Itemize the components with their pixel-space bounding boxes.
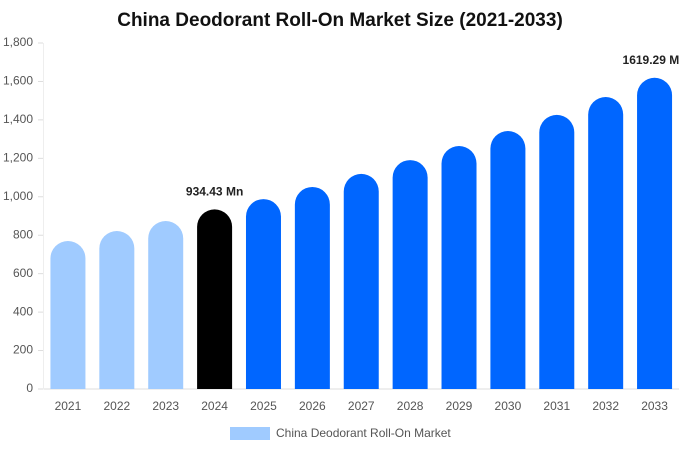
x-tick-label: 2027 xyxy=(348,399,375,413)
bar xyxy=(343,173,379,389)
x-tick-label: 2033 xyxy=(641,399,668,413)
value-label: 1619.29 Mn xyxy=(623,53,680,67)
x-tick-label: 2021 xyxy=(55,399,82,413)
bar xyxy=(637,77,673,389)
x-tick-label: 2023 xyxy=(152,399,179,413)
y-tick-label: 1,000 xyxy=(3,189,33,203)
y-tick-label: 800 xyxy=(13,227,33,241)
x-tick-label: 2028 xyxy=(397,399,424,413)
bar xyxy=(539,114,575,389)
x-tick-label: 2029 xyxy=(446,399,473,413)
y-tick-label: 1,200 xyxy=(3,151,33,165)
y-tick-label: 1,400 xyxy=(3,112,33,126)
bar xyxy=(197,209,233,389)
value-label: 934.43 Mn xyxy=(186,185,243,199)
bar xyxy=(245,199,281,389)
x-tick-label: 2032 xyxy=(592,399,619,413)
y-tick-label: 400 xyxy=(13,304,33,318)
bar xyxy=(588,97,624,390)
x-tick-label: 2024 xyxy=(201,399,228,413)
y-tick-label: 1,600 xyxy=(3,74,33,88)
x-tick-label: 2030 xyxy=(495,399,522,413)
x-tick-label: 2031 xyxy=(543,399,570,413)
y-tick-label: 0 xyxy=(26,381,33,395)
bar xyxy=(441,146,477,389)
x-tick-label: 2026 xyxy=(299,399,326,413)
bar xyxy=(99,230,135,389)
bar xyxy=(294,186,330,389)
x-tick-label: 2025 xyxy=(250,399,277,413)
y-tick-label: 200 xyxy=(13,343,33,357)
bar xyxy=(392,160,428,389)
y-tick-label: 1,800 xyxy=(3,35,33,49)
chart-title: China Deodorant Roll-On Market Size (202… xyxy=(117,10,563,31)
legend-swatch xyxy=(230,427,270,440)
bar xyxy=(148,220,184,389)
x-tick-label: 2022 xyxy=(103,399,130,413)
bar xyxy=(490,131,526,389)
y-tick-label: 600 xyxy=(13,266,33,280)
legend-label: China Deodorant Roll-On Market xyxy=(276,426,451,440)
bar xyxy=(50,240,86,389)
